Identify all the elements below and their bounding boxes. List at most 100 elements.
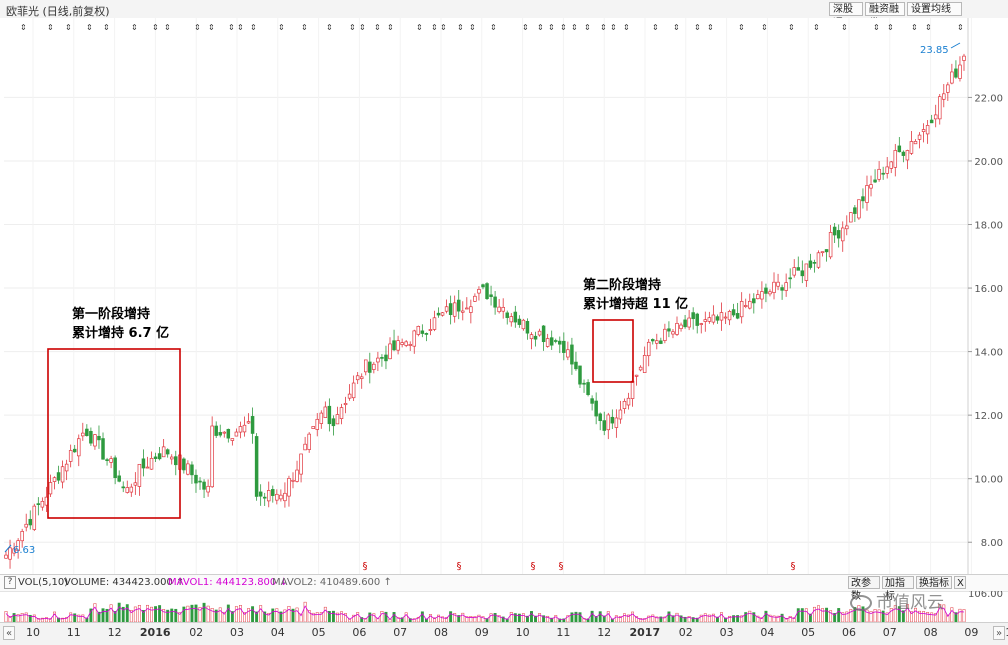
- volume-bar: [36, 618, 40, 622]
- candle-body: [598, 413, 602, 422]
- candle: [380, 354, 384, 367]
- candle-body: [436, 312, 441, 316]
- volume-bar: [105, 608, 109, 622]
- candle: [792, 259, 796, 278]
- candle-body: [416, 326, 421, 335]
- volume-chart[interactable]: 106.00: [0, 591, 1008, 622]
- edit-params-button[interactable]: 改参数: [848, 576, 880, 602]
- high-price-label: 23.85: [920, 42, 961, 56]
- date-tick-label: 12: [597, 626, 612, 639]
- candle-body: [384, 354, 388, 362]
- volume-bar: [340, 611, 343, 622]
- event-tick: ⇕: [652, 23, 659, 32]
- margin-trading-button[interactable]: 融资融券: [865, 2, 905, 29]
- candle: [48, 474, 53, 497]
- candle-body: [828, 232, 833, 258]
- candle: [258, 484, 263, 506]
- volume-bar: [905, 604, 909, 622]
- candle-body: [509, 316, 514, 323]
- candle-body: [659, 340, 663, 344]
- volume-bar: [812, 606, 816, 622]
- candle: [865, 175, 869, 211]
- volume-bar: [40, 617, 44, 622]
- add-indicator-button[interactable]: 加指标: [882, 576, 914, 602]
- volume-bar: [667, 611, 671, 622]
- candle: [85, 424, 89, 437]
- volume-bar: [307, 610, 311, 622]
- volume-bar: [101, 608, 105, 622]
- candle: [743, 298, 748, 309]
- low-price-text: 6.63: [13, 545, 35, 556]
- candle-body: [784, 282, 788, 291]
- shenzhen-connect-button[interactable]: 深股通: [829, 2, 863, 29]
- ma-settings-button[interactable]: 设置均线 ▾: [907, 2, 962, 29]
- candle: [558, 336, 562, 354]
- volume-bar: [234, 606, 238, 622]
- volume-bar: [65, 617, 69, 622]
- date-tick-label: 08: [434, 626, 448, 639]
- volume-bar: [623, 613, 626, 622]
- candle: [93, 434, 97, 450]
- candle: [125, 480, 130, 494]
- scroll-left-icon[interactable]: «: [3, 626, 15, 640]
- candle: [877, 161, 881, 182]
- volume-header: ? VOL(5,10) VOLUME: 434423.000 ↑ MAVOL1:…: [0, 574, 1008, 602]
- volume-bar: [28, 614, 32, 622]
- volume-bar: [817, 605, 820, 622]
- volume-bar: [513, 613, 517, 622]
- volume-bar: [659, 616, 663, 622]
- candle: [440, 311, 445, 317]
- price-chart[interactable]: ⇕ ⇕ ⇕ ⇕ ⇕ ⇕ ⇕ ⇕ ⇕ ⇕ ⇕ ⇕ ⇕ ⇕ ⇕ ⇕ ⇕ ⇕ ⇕ ⇕ ⇕ ⇕ ⇕ ⇕ ⇕ ⇕ ⇕ ⇕ ⇕ ⇕ ⇕ ⇕ ⇕ ⇕ ⇕ ⇕ ⇕ ⇕ ⇕ ⇕…: [0, 18, 1008, 574]
- candle-body: [234, 431, 239, 437]
- candle-body: [849, 212, 853, 223]
- candle-body: [836, 230, 841, 239]
- candle-body: [881, 172, 885, 175]
- candle-body: [513, 311, 518, 323]
- candle-body: [889, 161, 893, 169]
- candle-body: [541, 325, 546, 343]
- candle: [40, 497, 45, 511]
- switch-indicator-button[interactable]: 换指标: [916, 576, 952, 589]
- candle: [808, 253, 813, 270]
- candle: [254, 433, 259, 501]
- candle-body: [909, 141, 914, 154]
- volume-bar: [728, 615, 732, 622]
- candle: [226, 428, 231, 443]
- candle-body: [210, 425, 214, 488]
- candle-body: [380, 357, 384, 359]
- candle-body: [307, 433, 311, 450]
- event-tick: ⇕: [623, 23, 630, 32]
- candle-body: [186, 463, 190, 475]
- candle: [574, 351, 578, 371]
- candle-body: [303, 443, 307, 451]
- candle: [748, 293, 752, 310]
- mavol1-line: [5, 605, 965, 621]
- candle-body: [578, 365, 582, 385]
- volume-bar: [631, 611, 634, 622]
- event-tick: ⇕: [957, 23, 964, 32]
- candle-body: [727, 311, 732, 321]
- volume-bar: [263, 611, 267, 622]
- candle: [113, 455, 117, 485]
- candle-body: [626, 397, 631, 406]
- scroll-right-icon[interactable]: »: [993, 626, 1005, 640]
- candle: [869, 175, 873, 197]
- candle-body: [481, 284, 485, 288]
- volume-bar: [639, 618, 643, 622]
- event-tick: ⇕: [301, 23, 308, 32]
- candle: [89, 427, 93, 446]
- candle-body: [279, 494, 283, 500]
- candle: [489, 285, 493, 306]
- candle: [64, 459, 69, 481]
- candle: [493, 291, 497, 315]
- volume-bar: [748, 610, 752, 622]
- help-icon[interactable]: ?: [4, 576, 16, 589]
- candle: [804, 263, 809, 287]
- candle-body: [4, 554, 8, 559]
- candle-body: [521, 319, 526, 330]
- volume-bar: [699, 614, 703, 622]
- volume-bar: [251, 606, 255, 622]
- close-icon[interactable]: X: [954, 576, 966, 589]
- candle: [840, 221, 845, 252]
- mavol2-value: MAVOL2: 410489.600 ↑: [272, 577, 392, 588]
